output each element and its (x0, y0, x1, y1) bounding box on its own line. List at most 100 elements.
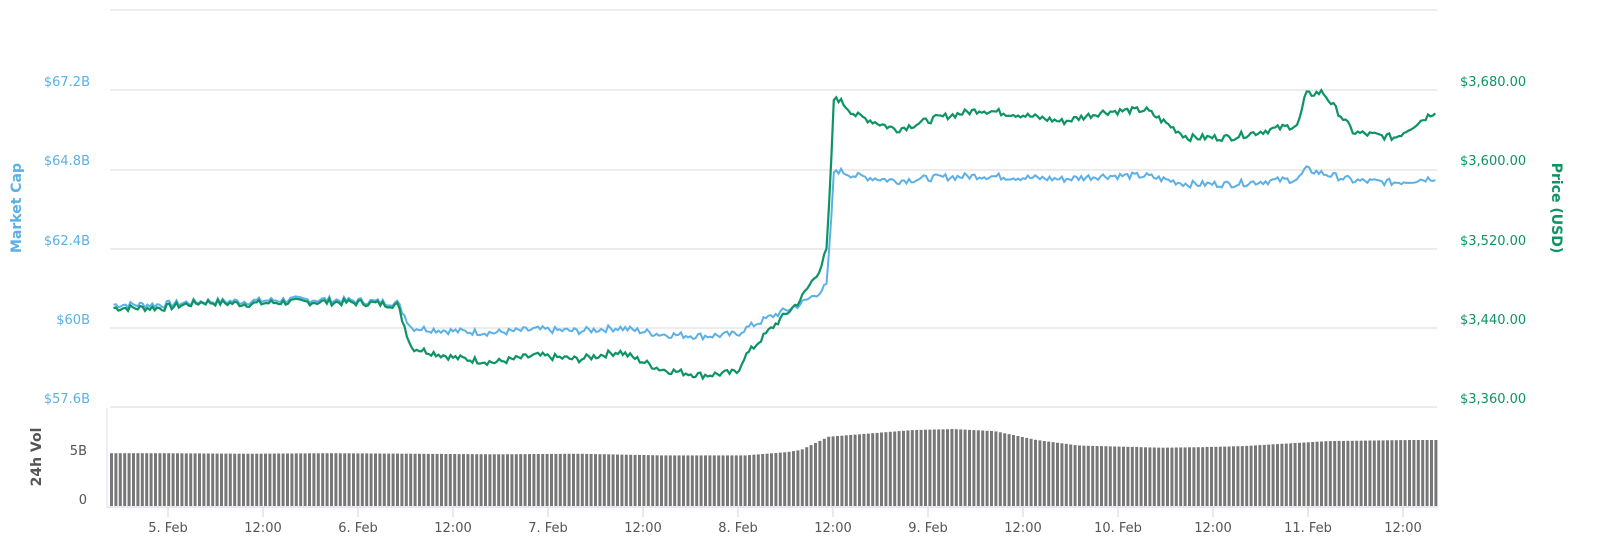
volume-bar (576, 453, 580, 506)
volume-bar (1108, 446, 1112, 506)
volume-bar (1289, 443, 1293, 506)
volume-bar (972, 430, 976, 506)
volume-bar (369, 453, 373, 506)
volume-bar (1069, 444, 1073, 506)
volume-bar (558, 453, 562, 506)
volume-bar (1100, 446, 1103, 506)
volume-bar (519, 454, 523, 506)
volume-bar (717, 455, 721, 506)
volume-bar (638, 454, 641, 506)
volume-bar (1179, 447, 1183, 506)
volume-bar (180, 453, 184, 506)
volume-bar (915, 430, 919, 506)
volume-axis: 5B 0 24h Vol (29, 428, 87, 508)
volume-bar (418, 453, 421, 506)
volume-bar (695, 455, 699, 506)
volume-bar (664, 455, 668, 506)
volume-bar (479, 454, 483, 506)
left-tick-1: $64.8B (44, 154, 90, 169)
volume-bar (690, 455, 694, 506)
volume-bar (290, 453, 294, 506)
volume-bar (1161, 447, 1165, 506)
volume-bar (1328, 441, 1332, 506)
volume-bar (1350, 440, 1354, 506)
volume-bar (1183, 447, 1187, 506)
volume-bar (510, 454, 514, 506)
volume-bar (149, 453, 153, 506)
volume-bar (1223, 446, 1227, 506)
volume-bar (655, 455, 659, 506)
volume-bar (1271, 444, 1275, 506)
left-axis: $67.2B $64.8B $62.4B $60B $57.6B Market … (9, 75, 90, 407)
volume-bar (514, 454, 518, 506)
volume-bar (435, 453, 439, 506)
volume-bar (897, 431, 901, 506)
volume-bar (325, 453, 329, 506)
x-tick-label: 12:00 (624, 521, 661, 536)
volume-bar (264, 453, 267, 506)
volume-bar (959, 429, 963, 506)
volume-bar (805, 447, 809, 506)
volume-bar (616, 454, 619, 506)
volume-bar (299, 453, 303, 506)
volume-bar (822, 438, 826, 506)
volume-bar (378, 453, 382, 506)
volume-bar (167, 453, 171, 506)
volume-bar (338, 453, 342, 506)
volume-bar (668, 455, 672, 506)
volume-bar (110, 453, 113, 506)
volume-bar (444, 454, 448, 506)
x-tick-label: 6. Feb (338, 521, 378, 536)
x-tick-label: 8. Feb (718, 521, 758, 536)
volume-bar (1412, 440, 1416, 506)
volume-bar (193, 453, 197, 506)
volume-bar (448, 454, 452, 506)
volume-bar (1148, 447, 1152, 506)
volume-bar (162, 453, 166, 506)
volume-bar (1214, 446, 1218, 506)
volume-bar (554, 453, 558, 506)
volume-bar (356, 453, 360, 506)
volume-bar (682, 455, 685, 506)
volume-bar (924, 429, 927, 506)
volume-bar (475, 454, 479, 506)
volume-bar (1051, 442, 1055, 506)
volume-bar (1029, 438, 1033, 506)
volume-bar (1372, 440, 1376, 506)
x-axis: 5. Feb 12:00 6. Feb 12:00 7. Feb 12:00 8. Feb 1… (148, 507, 1422, 536)
volume-bar (1425, 440, 1429, 506)
volume-bar (651, 455, 655, 506)
volume-bar (893, 431, 897, 506)
volume-bar (501, 454, 505, 506)
volume-bar (422, 453, 426, 506)
volume-bar (198, 453, 201, 506)
volume-bar (1170, 447, 1174, 506)
left-tick-3: $60B (56, 313, 90, 328)
volume-bar (1086, 445, 1090, 506)
volume-bar (391, 453, 395, 506)
volume-bar (1218, 446, 1222, 506)
volume-bar (598, 454, 602, 506)
volume-bar (470, 454, 474, 506)
volume-bar (1205, 447, 1209, 506)
volume-bar (1020, 437, 1024, 506)
volume-bar (528, 454, 531, 506)
volume-bar (602, 454, 606, 506)
volume-bar (1403, 440, 1407, 506)
volume-bar (990, 431, 993, 506)
volume-bar (919, 429, 923, 506)
volume-bar (316, 453, 320, 506)
volume-bar (1245, 445, 1249, 506)
volume-bar (440, 453, 443, 506)
volume-bar (171, 453, 175, 506)
volume-bar (1130, 446, 1134, 506)
volume-bar (145, 453, 149, 506)
volume-axis-title: 24h Vol (29, 428, 45, 487)
volume-bar (303, 453, 307, 506)
x-tick-label: 10. Feb (1094, 521, 1142, 536)
volume-bar (1016, 436, 1020, 506)
volume-bar (1135, 447, 1139, 506)
volume-bar (523, 454, 527, 506)
volume-bar (246, 453, 250, 506)
volume-bar (118, 453, 122, 506)
